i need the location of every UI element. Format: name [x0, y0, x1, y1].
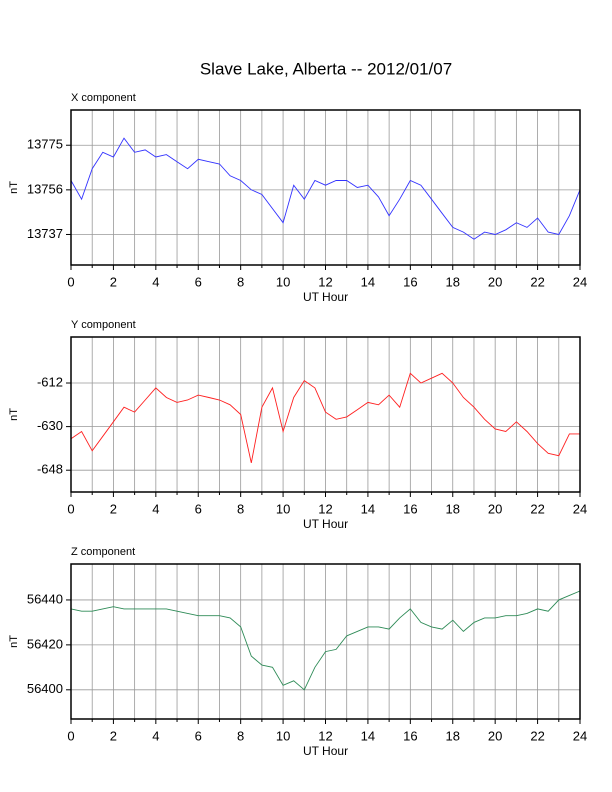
- x-tick-label: 16: [403, 501, 417, 516]
- x-tick-label: 12: [318, 274, 332, 289]
- x-tick-label: 24: [573, 501, 587, 516]
- x-tick-label: 14: [361, 501, 375, 516]
- x-tick-label: 0: [67, 728, 74, 743]
- x-tick-label: 18: [446, 501, 460, 516]
- x-tick-label: 2: [110, 728, 117, 743]
- x-tick-label: 16: [403, 728, 417, 743]
- x-tick-label: 14: [361, 728, 375, 743]
- x-tick-label: 6: [195, 501, 202, 516]
- x-tick-label: 16: [403, 274, 417, 289]
- panel-title: Y component: [71, 319, 136, 331]
- x-tick-label: 0: [67, 274, 74, 289]
- x-tick-label: 8: [237, 501, 244, 516]
- x-tick-label: 4: [152, 274, 159, 289]
- y-tick-label: 13737: [27, 226, 63, 241]
- x-tick-label: 10: [276, 501, 290, 516]
- y-tick-label: 13775: [27, 137, 63, 152]
- x-tick-label: 18: [446, 728, 460, 743]
- data-line: [70, 590, 581, 691]
- panel-title: Z component: [71, 546, 135, 558]
- y-axis-label: nT: [8, 635, 20, 648]
- y-tick-label: -612: [37, 374, 63, 389]
- y-tick-label: -648: [37, 462, 63, 477]
- x-tick-label: 12: [318, 728, 332, 743]
- panel-title: X component: [71, 92, 136, 104]
- plot-frame: [70, 563, 581, 720]
- x-tick-label: 8: [237, 728, 244, 743]
- data-line: [70, 372, 580, 463]
- x-tick-label: 6: [195, 728, 202, 743]
- x-tick-label: 2: [110, 274, 117, 289]
- x-tick-label: 10: [276, 274, 290, 289]
- x-tick-label: 22: [530, 501, 544, 516]
- x-axis-label: UT Hour: [303, 290, 348, 304]
- x-tick-label: 4: [152, 501, 159, 516]
- y-tick-label: 56440: [27, 591, 63, 606]
- y-axis-label: nT: [8, 181, 20, 194]
- data-line: [70, 137, 581, 240]
- x-tick-label: 8: [237, 274, 244, 289]
- x-tick-label: 22: [530, 728, 544, 743]
- y-tick-label: 56400: [27, 681, 63, 696]
- x-tick-label: 2: [110, 501, 117, 516]
- x-tick-label: 14: [361, 274, 375, 289]
- x-tick-label: 20: [488, 274, 502, 289]
- x-tick-label: 10: [276, 728, 290, 743]
- x-tick-label: 6: [195, 274, 202, 289]
- x-axis-label: UT Hour: [303, 744, 348, 758]
- plot-frame: [70, 109, 581, 266]
- y-tick-label: 56420: [27, 636, 63, 651]
- x-tick-label: 24: [573, 274, 587, 289]
- x-tick-label: 18: [446, 274, 460, 289]
- x-tick-label: 20: [488, 728, 502, 743]
- y-axis-label: nT: [8, 408, 20, 421]
- x-tick-label: 24: [573, 728, 587, 743]
- x-tick-label: 22: [530, 274, 544, 289]
- x-tick-label: 20: [488, 501, 502, 516]
- plot-frame: [70, 336, 581, 493]
- x-axis-label: UT Hour: [303, 517, 348, 531]
- y-tick-label: 13756: [27, 181, 63, 196]
- x-tick-label: 4: [152, 728, 159, 743]
- figure-title: Slave Lake, Alberta -- 2012/01/07: [200, 59, 452, 78]
- x-tick-label: 0: [67, 501, 74, 516]
- y-tick-label: -630: [37, 418, 63, 433]
- x-tick-label: 12: [318, 501, 332, 516]
